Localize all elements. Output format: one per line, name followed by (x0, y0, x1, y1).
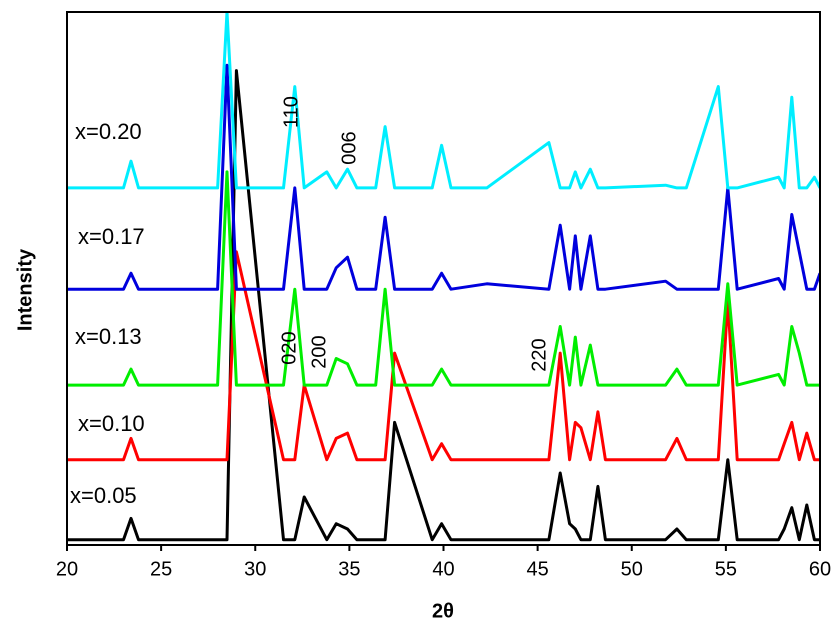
series-line (67, 250, 820, 462)
x-tick-label: 35 (338, 558, 360, 580)
series-label: x=0.05 (70, 483, 137, 508)
x-axis-label: 2θ (432, 600, 454, 622)
peak-label: 220 (528, 338, 550, 371)
series-line (67, 63, 820, 291)
series-line (67, 170, 820, 387)
y-axis-label: Intensity (14, 248, 36, 331)
peak-label: 006 (338, 131, 360, 164)
x-tick-label: 25 (150, 558, 172, 580)
series-line (67, 12, 820, 190)
x-tick-label: 40 (432, 558, 454, 580)
peak-label: 200 (308, 335, 330, 368)
series-label: x=0.10 (78, 411, 145, 436)
series-line (67, 69, 820, 542)
series-label: x=0.13 (75, 324, 142, 349)
x-tick-label: 50 (621, 558, 643, 580)
peak-label: 110 (280, 96, 302, 128)
peak-label: 020 (278, 331, 300, 364)
x-tick-label: 20 (56, 558, 78, 580)
series-label: x=0.17 (78, 224, 145, 249)
x-tick-label: 55 (715, 558, 737, 580)
x-tick-label: 60 (809, 558, 831, 580)
x-tick-label: 45 (527, 558, 549, 580)
x-tick-label: 30 (244, 558, 266, 580)
series-label: x=0.20 (75, 119, 142, 144)
